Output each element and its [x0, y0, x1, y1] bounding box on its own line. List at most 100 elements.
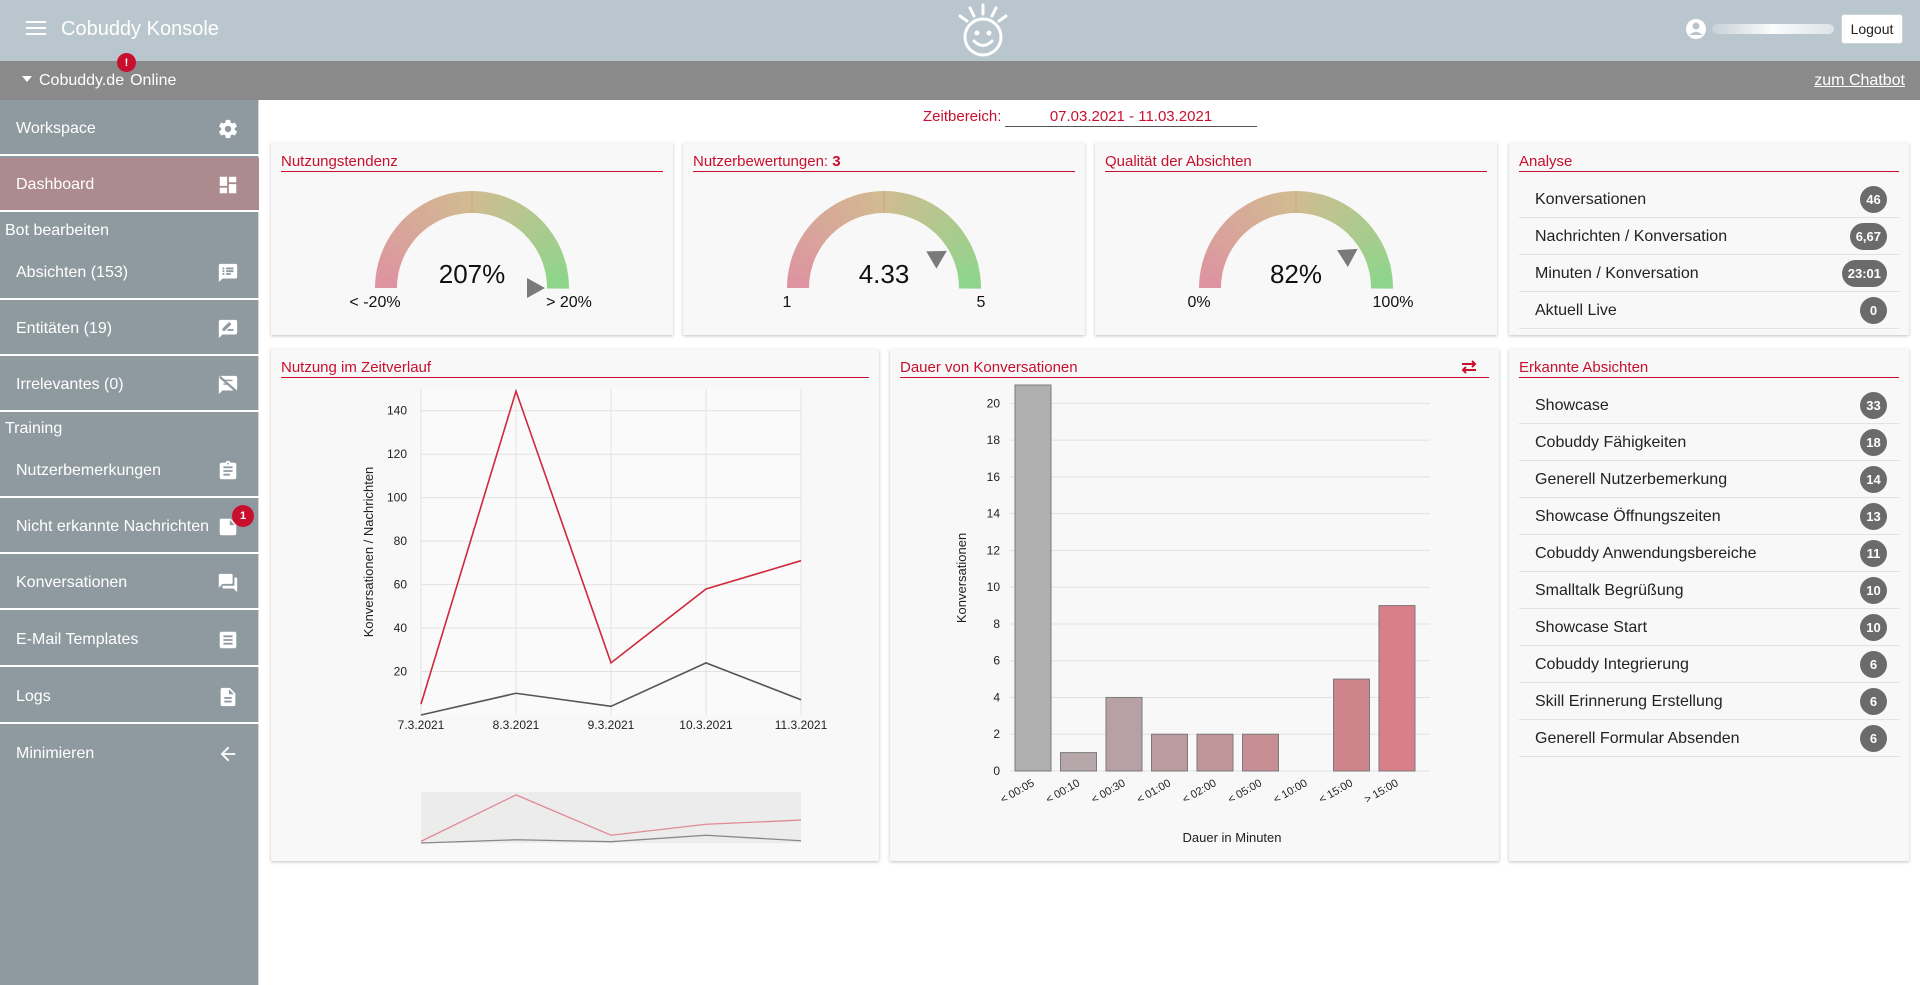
gauge-segment [491, 194, 510, 219]
intent-row[interactable]: Cobuddy Fähigkeiten 18 [1519, 424, 1899, 461]
bar [1151, 733, 1188, 772]
template-icon [219, 631, 237, 649]
gauge-segment [1206, 238, 1232, 260]
gauge-segment [921, 203, 944, 229]
file-icon [220, 687, 236, 707]
sidebar-item-logs[interactable]: Logs [0, 670, 259, 724]
sidebar-item-entitaeten[interactable]: Entitäten (19) [0, 302, 259, 356]
sidebar-item-nutzerbemerkungen[interactable]: Nutzerbemerkungen [0, 444, 259, 498]
date-range-picker[interactable]: 07.03.2021 - 11.03.2021 [1005, 108, 1257, 127]
menu-icon[interactable] [26, 21, 46, 37]
card-title: Qualität der Absichten [1105, 153, 1487, 172]
card-nutzung-zeitverlauf: Nutzung im Zeitverlauf 20 40 60 80 100 120 140… [271, 349, 879, 861]
gauge-pointer [1337, 248, 1358, 267]
bot-name: Cobuddy.de [39, 72, 125, 89]
y-tick-label: 12 [987, 543, 1001, 557]
analyse-row[interactable]: Nachrichten / Konversation 6,67 [1519, 218, 1899, 255]
account-icon[interactable] [1685, 18, 1707, 40]
list-item-label: Minuten / Konversation [1535, 265, 1699, 282]
sidebar-item-email-templates[interactable]: E-Mail Templates [0, 613, 259, 667]
usage-line-chart[interactable]: 20 40 60 80 100 120 140 7.3.2021 8.3.2021 9.3.202… [271, 349, 879, 861]
intent-row[interactable]: Generell Formular Absenden 6 [1519, 720, 1899, 757]
gauge-segment [375, 274, 398, 288]
list-item-label: Showcase Öffnungszeiten [1535, 508, 1721, 525]
y-tick-label: 18 [987, 433, 1001, 447]
gauge-segment [1305, 191, 1322, 216]
analyse-row[interactable]: Aktuell Live 0 [1519, 292, 1899, 329]
gauge-segment [1227, 210, 1251, 235]
gauge-segment [794, 238, 820, 260]
sidebar-item-absichten[interactable]: Absichten (153) [0, 246, 259, 300]
sidebar-item-label: Konversationen [16, 574, 128, 591]
intent-row[interactable]: Showcase Öffnungszeiten 13 [1519, 498, 1899, 535]
card-title: Dauer von Konversationen [900, 359, 1489, 378]
gauge-segment [903, 194, 922, 219]
intent-row[interactable]: Showcase Start 10 [1519, 609, 1899, 646]
gauge-segment [956, 262, 981, 279]
gauge-segment [446, 191, 463, 216]
chat-icon [218, 573, 238, 593]
gauge-segment [790, 250, 815, 269]
count-badge: 46 [1860, 186, 1887, 213]
user-rating-gauge: 4.33 1 5 [783, 191, 986, 311]
y-tick-label: 6 [993, 654, 1000, 668]
sidebar-item-label: Nicht erkannte Nachrichten [16, 518, 209, 535]
gauge-segment [544, 262, 569, 279]
sidebar-item-konversationen[interactable]: Konversationen [0, 556, 259, 610]
duration-bar-chart[interactable]: 0 2 4 6 8 10 12 14 16 18 20 Konversationen < 00:05 < … [890, 349, 1499, 861]
analyse-row[interactable]: Minuten / Konversation 23:01 [1519, 255, 1899, 292]
intent-row[interactable]: Generell Nutzerbemerkung 14 [1519, 461, 1899, 498]
swap-icon[interactable] [1459, 358, 1479, 376]
navigator-line-1 [420, 834, 802, 844]
sidebar-item-label: Logs [16, 688, 51, 705]
bar [1242, 733, 1279, 772]
intent-row[interactable]: Skill Erinnerung Erstellung 6 [1519, 683, 1899, 720]
card-qualitaet-absichten: Qualität der Absichten 82% 0% 100% [1095, 143, 1497, 335]
count-badge: 13 [1860, 503, 1887, 530]
gauge-max-label: 100% [1373, 294, 1414, 311]
x-tick-label: 11.3.2021 [775, 718, 828, 732]
chatbot-link[interactable]: zum Chatbot [1814, 72, 1905, 89]
gauge-segment [517, 211, 542, 236]
navigator-line-0 [420, 794, 802, 842]
sidebar-item-dashboard[interactable]: Dashboard [0, 158, 259, 212]
y-axis-label: Konversationen [954, 533, 969, 623]
bot-selector[interactable]: Cobuddy.de Online [22, 72, 176, 90]
intent-row[interactable]: Smalltalk Begrüßung 10 [1519, 572, 1899, 609]
gauge-segment [1219, 218, 1244, 243]
sidebar-item-irrelevantes[interactable]: Irrelevantes (0) [0, 358, 259, 412]
bot-bar: Cobuddy.de Online ! zum Chatbot [0, 53, 1920, 100]
logout-button[interactable]: Logout [1841, 14, 1903, 44]
gauge-segment [423, 198, 444, 224]
bar [1196, 733, 1234, 772]
intent-row[interactable]: Cobuddy Anwendungsbereiche 11 [1519, 535, 1899, 572]
usage-trend-gauge: 207% < -20% > 20% [349, 191, 592, 311]
gauge-segment [500, 198, 522, 224]
intent-row[interactable]: Cobuddy Integrierung 6 [1519, 646, 1899, 683]
x-tick-label: < 10:00 [1271, 777, 1309, 806]
count-badge: 6,67 [1849, 223, 1887, 250]
dashboard-icon [219, 176, 237, 194]
list-item-label: Cobuddy Fähigkeiten [1535, 434, 1687, 451]
gauge-segment [1211, 228, 1237, 251]
count-badge: 23:01 [1841, 260, 1887, 287]
x-tick-label: 7.3.2021 [398, 718, 445, 732]
bar [1060, 752, 1097, 772]
y-tick-label: 120 [387, 447, 407, 461]
gauge-segment [509, 203, 532, 229]
gauge-pointer [926, 250, 947, 269]
gauge-segment [387, 228, 413, 251]
sidebar-item-nicht-erkannte-nachrichten[interactable]: Nicht erkannte Nachrichten 1 [0, 500, 259, 554]
alert-badge: ! [117, 53, 136, 72]
gauge-segment [378, 250, 403, 269]
sidebar-item-workspace[interactable]: Workspace [0, 102, 259, 156]
count-badge: 11 [1860, 540, 1887, 567]
analyse-row[interactable]: Konversationen 46 [1519, 181, 1899, 218]
sidebar-item-minimieren[interactable]: Minimieren [0, 727, 259, 781]
y-tick-label: 8 [993, 617, 1000, 631]
intent-row[interactable]: Showcase 33 [1519, 387, 1899, 424]
count-badge: 10 [1860, 577, 1887, 604]
count-badge: 10 [1860, 614, 1887, 641]
card-analyse: Analyse Konversationen 46 Nachrichten / Ko… [1509, 143, 1909, 335]
gauge-segment [459, 191, 473, 214]
